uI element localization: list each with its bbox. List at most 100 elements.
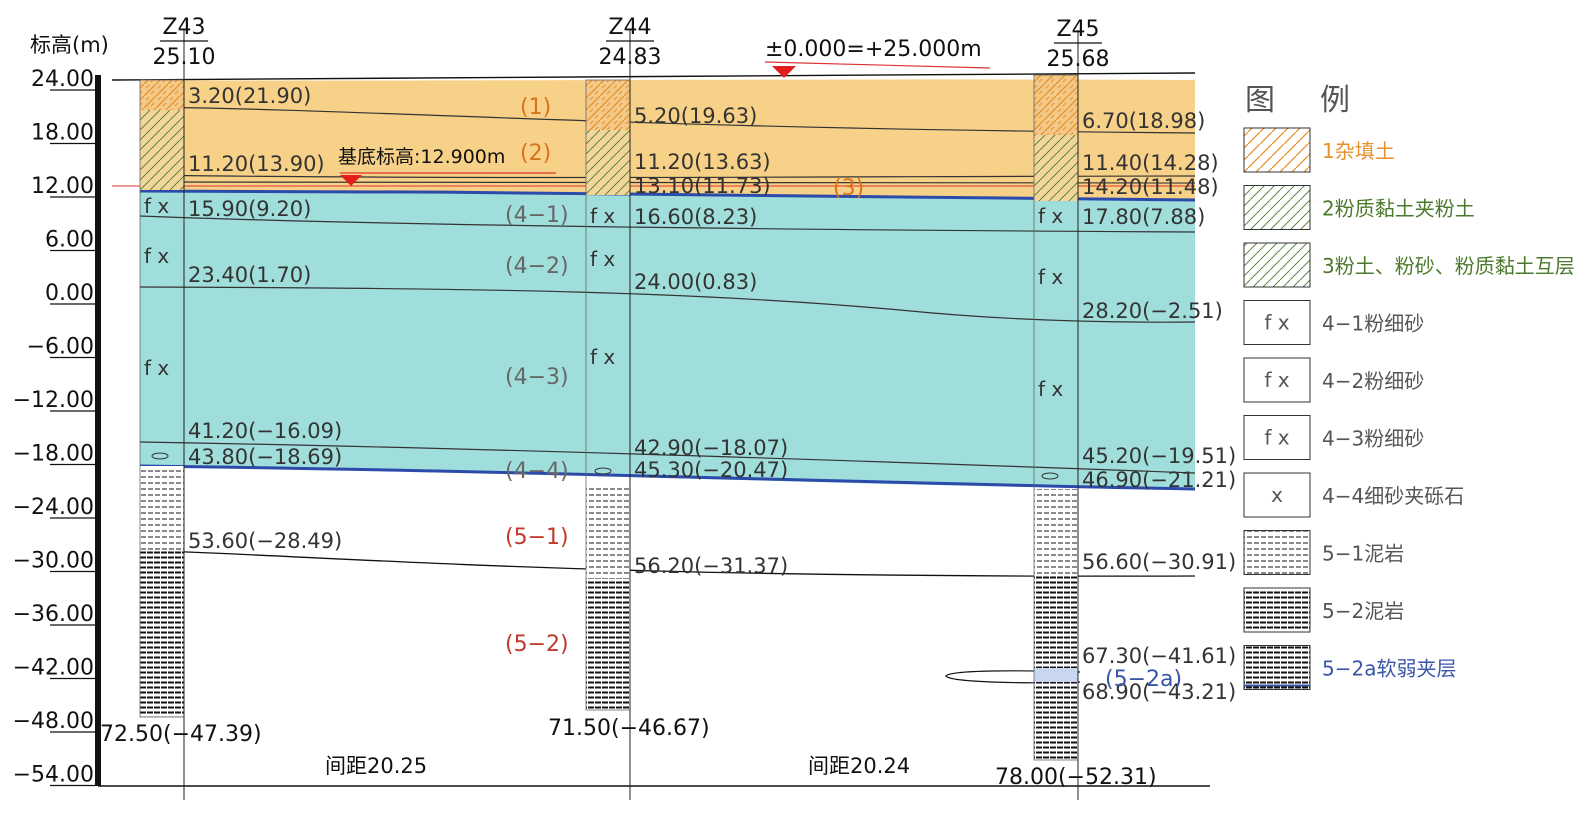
axis-tick-label: −18.00	[13, 442, 94, 467]
legend-swatch	[1243, 185, 1311, 230]
axis-tick-label: 24.00	[31, 67, 94, 92]
depth-label: 11.20(13.90)	[188, 152, 325, 176]
borehole-elevation: 25.10	[153, 45, 216, 70]
legend-swatch	[1243, 242, 1311, 288]
reference-lines	[98, 72, 1210, 787]
axis-tick-label: 18.00	[31, 121, 94, 146]
sand-symbol: f x	[590, 204, 615, 228]
legend-label: 5−2a软弱夹层	[1322, 657, 1456, 681]
legend-label: 5−2泥岩	[1322, 599, 1404, 623]
legend-item: f x 4−2粉细砂	[1243, 357, 1424, 403]
legend-swatch	[1243, 530, 1311, 575]
legend-label: 2粉质黏土夹粉土	[1322, 197, 1475, 221]
notes: ±0.000=+25.000m 基底标高:12.900m	[338, 37, 991, 186]
borehole-bottom: 72.50(−47.39)	[100, 722, 262, 747]
depth-label: 45.20(−19.51)	[1082, 444, 1236, 468]
layer-label: (5−1)	[505, 525, 569, 550]
layer-fills	[140, 79, 1195, 489]
spacing-label: 间距20.25	[325, 754, 427, 778]
axis-tick-label: −48.00	[13, 709, 94, 734]
sand-symbol: f x	[590, 247, 615, 271]
depth-label: 68.90(−43.21)	[1082, 680, 1236, 704]
sand-symbol: f x	[1038, 204, 1063, 228]
depth-label: 11.40(14.28)	[1082, 151, 1219, 175]
layer-label: (4−3)	[505, 365, 569, 390]
sand-symbol: f x	[144, 244, 169, 268]
layer-label: (5−2a)	[1105, 667, 1182, 692]
axis-tick-label: −54.00	[13, 763, 94, 788]
depth-label: 3.20(21.90)	[188, 84, 311, 108]
legend-swatch	[1243, 645, 1311, 690]
depth-label: 23.40(1.70)	[188, 263, 311, 287]
elevation-axis: 标高(m) 24.00 18.00 12.00 6.00 0.00 −6.00 −12.00…	[13, 33, 109, 788]
depth-label: 53.60(−28.49)	[188, 529, 342, 553]
depth-label: 11.20(13.63)	[634, 150, 771, 174]
axis-tick-label: −6.00	[27, 335, 94, 360]
axis-tick-label: 0.00	[45, 281, 94, 306]
layer-label: (3)	[833, 176, 864, 201]
legend-item: x 4−4细砂夹砾石	[1243, 472, 1464, 518]
base-elevation-note: 基底标高:12.900m	[338, 146, 505, 168]
axis-tick-label: 6.00	[45, 228, 94, 253]
borehole-id: Z44	[608, 15, 651, 40]
depth-label: 45.30(−20.47)	[634, 458, 788, 482]
axis-label: 标高(m)	[30, 33, 109, 57]
depth-label: 24.00(0.83)	[634, 270, 757, 294]
legend-title: 例	[1320, 83, 1350, 118]
legend-item: 5−2a软弱夹层	[1243, 645, 1456, 690]
legend-swatch	[1243, 472, 1311, 518]
layer-4-fill	[140, 190, 1195, 489]
legend-item: 3粉土、粉砂、粉质黏土互层	[1243, 242, 1575, 288]
depth-label: 14.20(11.48)	[1082, 175, 1219, 199]
legend-item: f x 4−3粉细砂	[1243, 415, 1424, 460]
legend-label: 4−4细砂夹砾石	[1322, 484, 1464, 508]
depth-label: 67.30(−41.61)	[1082, 644, 1236, 668]
axis-tick-label: 12.00	[31, 174, 94, 199]
depth-label: 16.60(8.23)	[634, 205, 757, 229]
depth-label: 6.70(18.98)	[1082, 109, 1205, 133]
layer-label: (2)	[520, 141, 551, 166]
borehole-z43: Z43 25.10 3.20(21.90) 11.20(13.90) 15.90(9.2…	[100, 15, 342, 747]
legend-label: 4−2粉细砂	[1322, 369, 1424, 393]
borehole-columns	[139, 30, 1079, 800]
axis-tick-label: −24.00	[13, 495, 94, 520]
layer-label: (5−2)	[505, 632, 569, 657]
sand-symbol: f x	[590, 345, 615, 369]
datum-marker-icon	[772, 66, 796, 78]
borehole-bottom: 71.50(−46.67)	[548, 716, 710, 741]
legend-symbol: f x	[1264, 426, 1289, 450]
layer-label: (4−2)	[505, 254, 569, 279]
legend-symbol: f x	[1264, 368, 1289, 392]
depth-label: 17.80(7.88)	[1082, 205, 1205, 229]
axis-tick-label: −36.00	[13, 602, 94, 627]
depth-label: 56.60(−30.91)	[1082, 550, 1236, 574]
depth-label: 41.20(−16.09)	[188, 419, 342, 443]
borehole-elevation: 24.83	[599, 45, 662, 70]
sand-symbol: f x	[1038, 377, 1063, 401]
borehole-id: Z45	[1056, 17, 1099, 42]
legend-item: 5−2泥岩	[1243, 587, 1404, 633]
legend-label: 3粉土、粉砂、粉质黏土互层	[1322, 254, 1575, 278]
spacing-label: 间距20.24	[808, 754, 910, 778]
legend-label: 4−3粉细砂	[1322, 427, 1424, 451]
axis-tick-label: −42.00	[13, 656, 94, 681]
legend-item: 1杂填土	[1243, 127, 1395, 173]
depth-label: 42.90(−18.07)	[634, 436, 788, 460]
legend-swatch	[1243, 587, 1311, 633]
layer-label: (4−1)	[505, 203, 569, 228]
legend-label: 5−1泥岩	[1322, 542, 1404, 566]
legend-swatch	[1243, 127, 1311, 173]
axis-tick-label: −12.00	[13, 388, 94, 413]
depth-label: 28.20(−2.51)	[1082, 299, 1223, 323]
legend-label: 4−1粉细砂	[1322, 312, 1424, 336]
legend-symbol: f x	[1264, 311, 1289, 335]
borehole-z45: Z45 25.68 6.70(18.98) 11.40(14.28)14.20(11.…	[995, 17, 1236, 790]
layer-label: (4−4)	[505, 459, 569, 484]
base-marker-icon	[340, 175, 362, 186]
depth-label: 56.20(−31.37)	[634, 554, 788, 578]
legend-item: 5−1泥岩	[1243, 530, 1404, 575]
datum-note: ±0.000=+25.000m	[765, 37, 982, 62]
legend-swatch	[1243, 300, 1311, 345]
depth-label: 43.80(−18.69)	[188, 445, 342, 469]
legend-item: f x 4−1粉细砂	[1243, 300, 1424, 345]
